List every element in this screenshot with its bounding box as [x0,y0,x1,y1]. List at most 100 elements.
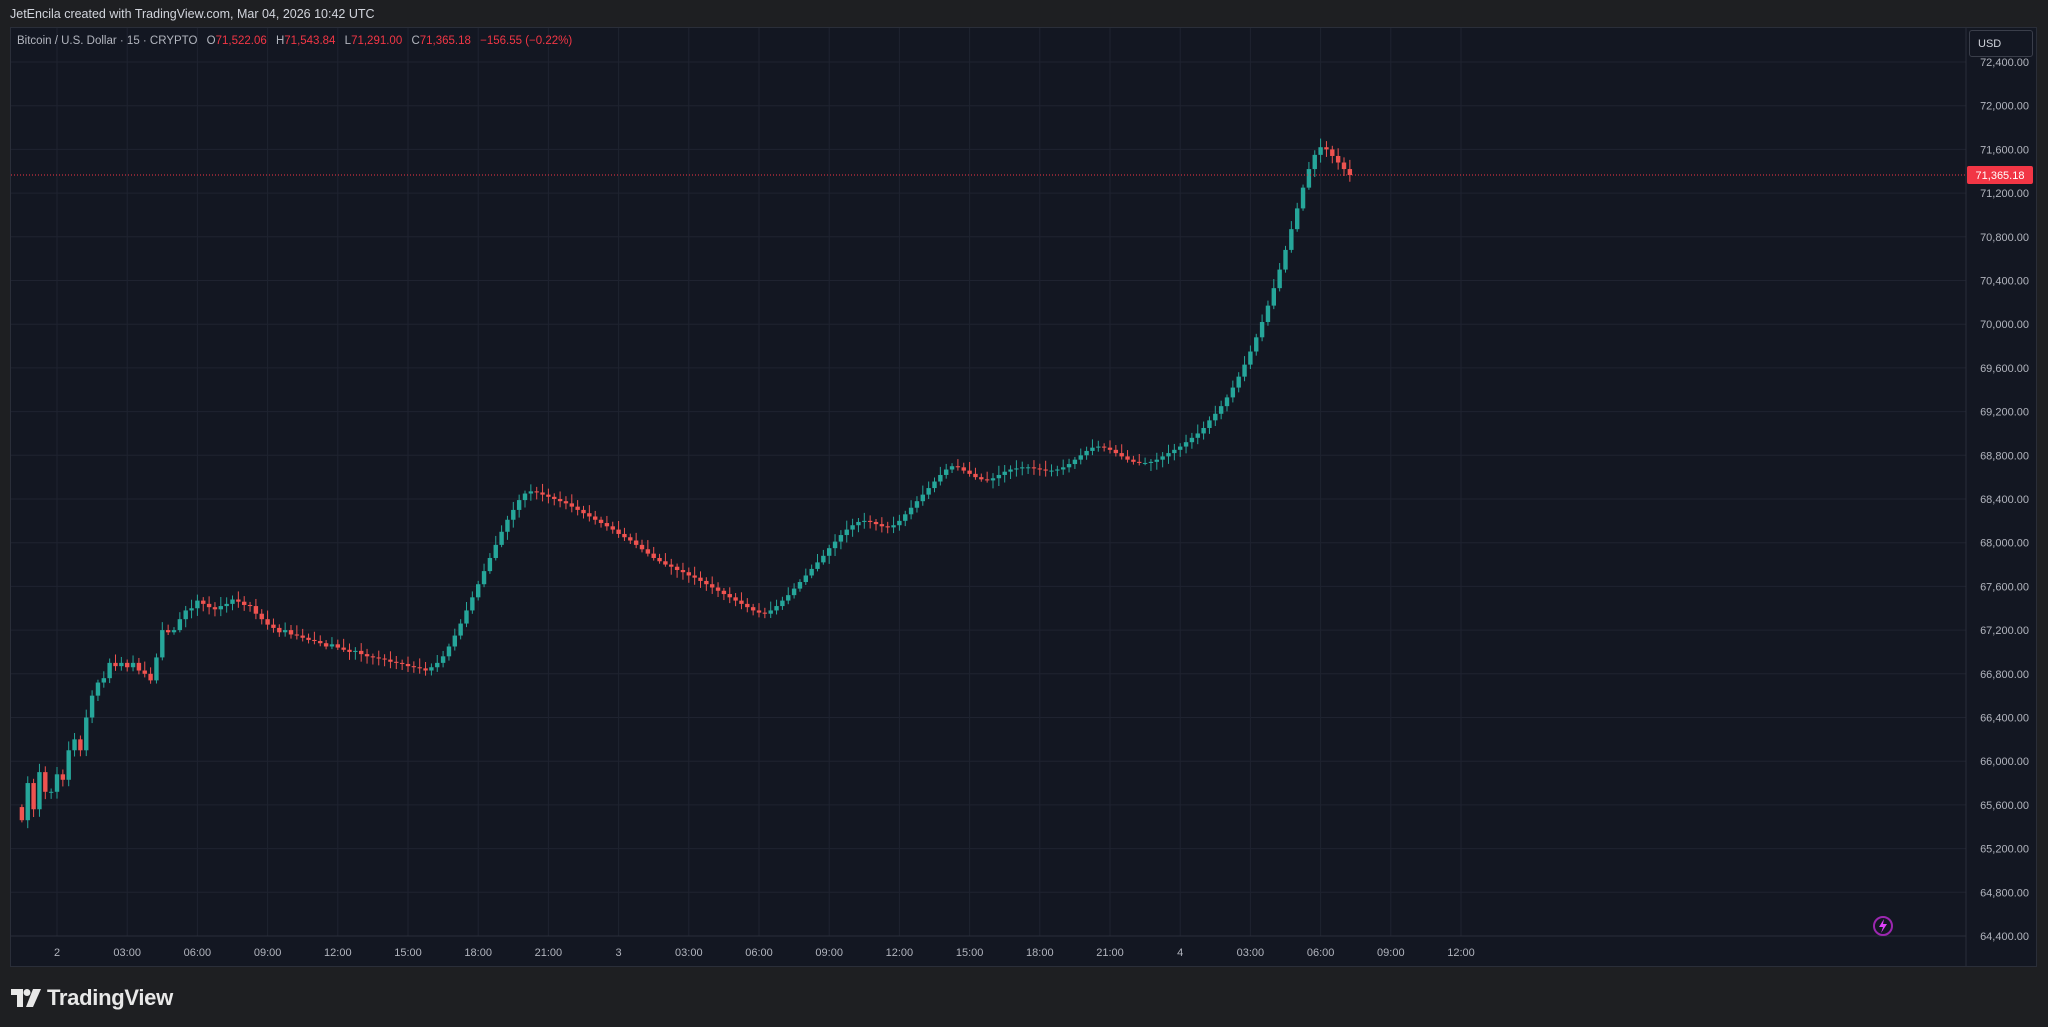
price-chart[interactable]: 64,400.00 64,800.00 65,200.00 65,600.00 66,0… [0,0,2048,967]
candle-body [1213,413,1218,421]
candle-body [1160,456,1165,460]
candle-body [710,584,715,588]
candle-body [1265,305,1271,323]
candle-body [31,783,36,810]
y-tick-label: 69,200.00 [1980,407,2029,419]
close-label: C [411,35,420,47]
open-value: 71,522.06 [215,35,267,47]
currency-button[interactable]: USD [1969,30,2033,57]
candle-body [1025,467,1031,469]
candle-body [54,774,60,792]
candle-body [189,608,194,611]
candle-body [569,503,574,507]
candle-body [739,600,744,604]
candle-body [247,604,253,607]
candle-body [277,627,282,633]
candle-body [1178,446,1183,450]
candle-body [1183,442,1189,447]
candle-body [879,524,885,527]
high-value: 71,543.84 [284,35,336,47]
tradingview-logo-icon [11,989,41,1007]
candle-body [575,506,580,510]
candle-body [1318,147,1323,155]
symbol-title[interactable]: Bitcoin / U.S. Dollar · 15 · CRYPTO [17,35,198,47]
candle-body [674,566,680,571]
x-tick-label: 09:00 [1377,947,1405,959]
candle-body [1043,469,1048,471]
candle-body [1037,468,1042,470]
candle-body [394,661,399,663]
candle-body [341,647,346,650]
candle-body [669,564,674,567]
candle-body [1101,446,1107,448]
candle-body [598,519,604,524]
y-tick-label: 71,200.00 [1980,188,2029,200]
y-tick-label: 69,600.00 [1980,363,2029,375]
candle-body [1008,469,1013,472]
candle-body [43,772,48,792]
candle-body [926,488,931,495]
x-tick-label: 12:00 [1447,947,1475,959]
price-axis[interactable]: 64,400.00 64,800.00 65,200.00 65,600.00 66,0… [1965,28,2029,966]
lightning-icon[interactable] [1870,913,1896,939]
y-tick-label: 66,800.00 [1980,669,2029,681]
candle-body [516,500,522,510]
tradingview-logo[interactable]: TradingView [11,985,173,1011]
low-value: 71,291.00 [351,35,403,47]
y-tick-label: 68,000.00 [1980,538,2029,550]
candle-body [201,600,206,604]
candle-body [756,610,762,613]
last-price-value: 71,365.18 [1976,170,2025,182]
candle-body [944,469,949,475]
x-tick-label: 21:00 [1096,947,1124,959]
x-tick-label: 12:00 [324,947,352,959]
candle-body [282,630,288,633]
candle-body [370,656,376,658]
candle-body [130,662,136,668]
candle-body [581,509,586,514]
candle-body [774,606,779,611]
candle-body [821,555,826,563]
candle-body [768,610,773,614]
candle-body [604,523,610,527]
candle-body [218,606,223,610]
candle-body [815,562,820,569]
chart-credit: JetEncila created with TradingView.com, … [10,7,375,21]
candle-body [1020,467,1025,469]
candle-body [546,494,551,497]
candle-body [423,668,428,671]
candle-body [253,606,259,614]
candle-body [493,544,498,558]
candle-body [60,774,66,780]
candle-body [1107,447,1113,450]
candle-body [996,474,1002,479]
y-tick-label: 68,800.00 [1980,450,2029,462]
tradingview-wordmark: TradingView [47,985,173,1010]
candle-body [452,635,457,647]
y-tick-label: 66,400.00 [1980,713,2029,725]
candle-body [920,494,925,502]
time-axis[interactable]: 2 03:00 06:00 09:00 12:00 15:00 18:00 21:00 3 03:… [11,935,1966,959]
candle-body [680,570,686,573]
candle-body [212,607,218,610]
candle-body [1283,249,1288,270]
candle-body [1259,322,1265,338]
chart-area[interactable] [10,27,2037,967]
candle-body [1248,351,1253,365]
candle-body [464,610,469,624]
candle-body [973,473,978,478]
candle-body [832,541,838,549]
candle-body [827,548,832,556]
y-tick-label: 70,400.00 [1980,276,2029,288]
candle-body [1306,169,1312,188]
candle-body [850,525,855,530]
candle-body [984,479,990,481]
candle-body [353,650,358,652]
candle-body [1335,155,1341,163]
candle-body [411,666,417,668]
candle-body [809,568,814,576]
x-tick-label: 15:00 [956,947,984,959]
y-tick-label: 67,600.00 [1980,581,2029,593]
last-price-label: 71,365.18 [1967,166,2033,185]
y-tick-label: 64,400.00 [1980,931,2029,943]
